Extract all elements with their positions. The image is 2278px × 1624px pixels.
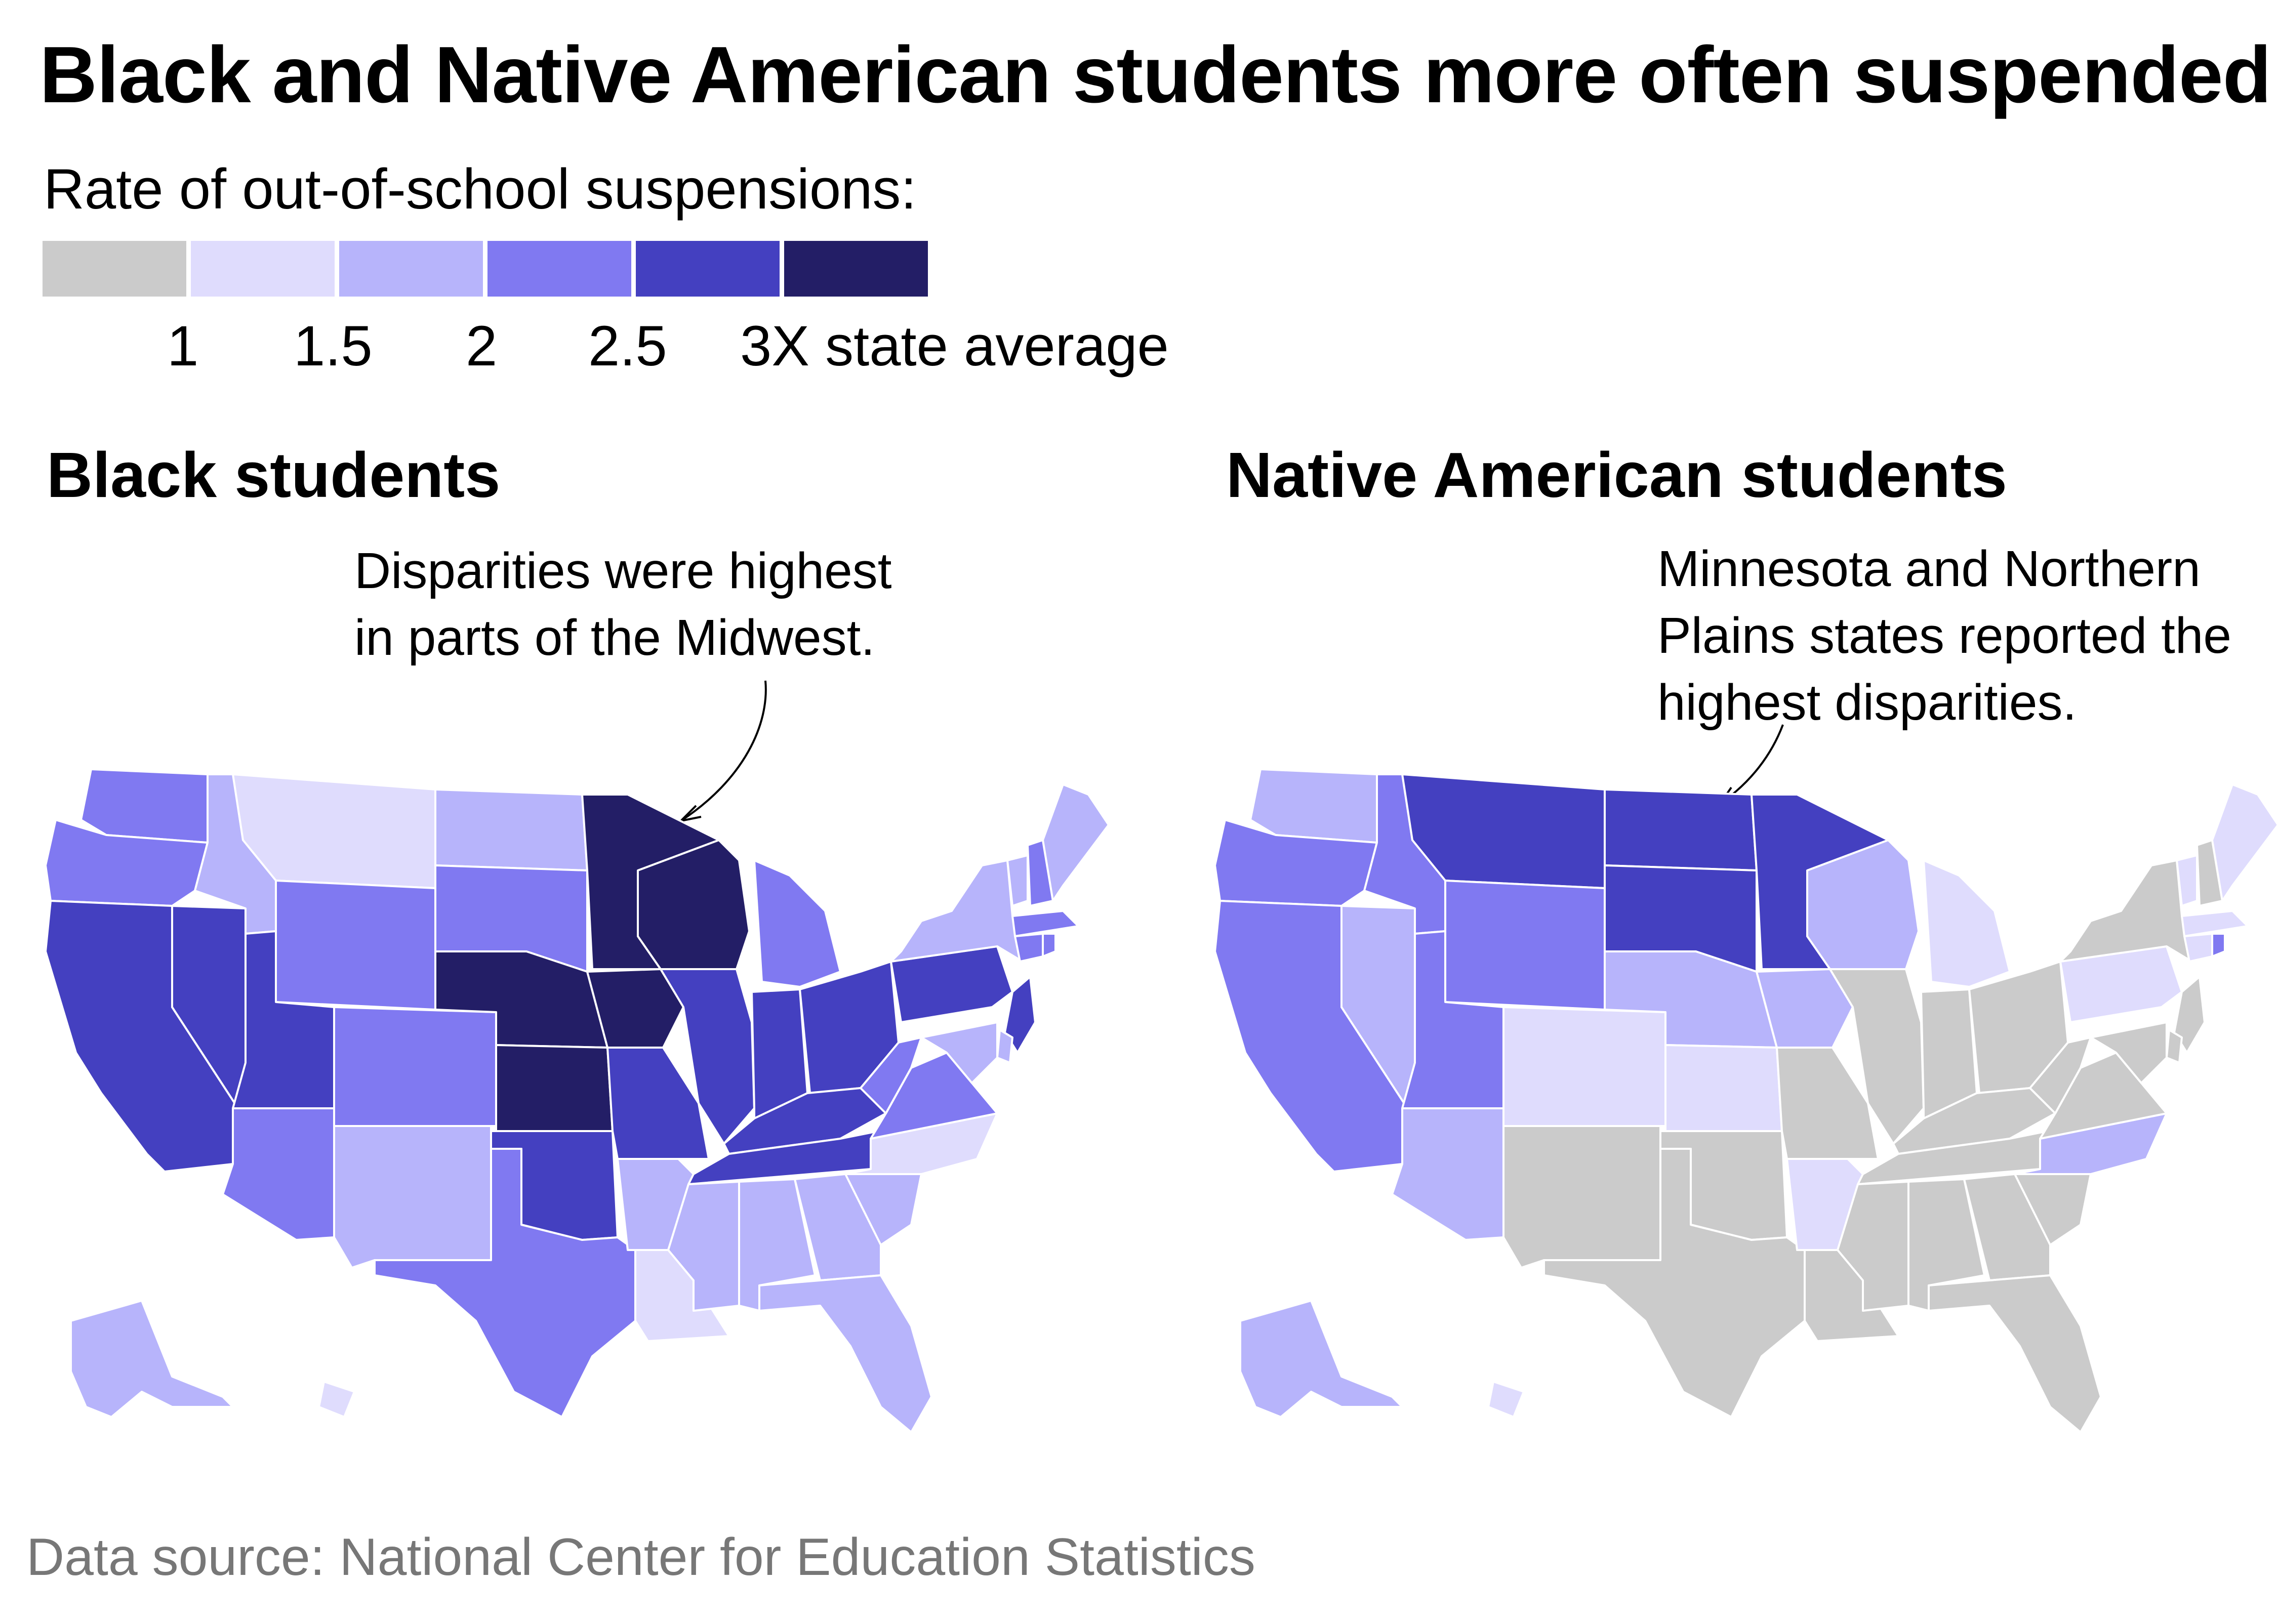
annotation-native-american-students: Minnesota and Northern Plains states rep… xyxy=(1657,540,2231,731)
state-wv xyxy=(2029,1036,2092,1114)
data-source-note: Data source: National Center for Educati… xyxy=(26,1528,1255,1587)
state-md xyxy=(920,1021,998,1084)
state-nj xyxy=(1004,976,1036,1054)
state-ri xyxy=(2211,933,2226,957)
state-il xyxy=(660,968,755,1145)
legend-swatch xyxy=(487,241,631,297)
state-ny xyxy=(2059,859,2193,963)
state-ks xyxy=(1664,1044,1783,1132)
state-co xyxy=(1502,1006,1666,1127)
legend-tick-label: 1.5 xyxy=(294,314,373,378)
state-hi xyxy=(318,1381,355,1418)
state-nd xyxy=(1604,788,1758,871)
legend-swatch xyxy=(784,241,928,297)
us-map-black-students xyxy=(45,768,1110,1433)
state-ia xyxy=(1756,968,1854,1049)
legend-tick-label: 3X state average xyxy=(740,314,1169,378)
state-vt xyxy=(2176,854,2198,907)
state-nm xyxy=(1502,1125,1661,1269)
state-mi xyxy=(753,859,841,988)
state-mo xyxy=(1776,1047,1879,1160)
state-il xyxy=(1829,968,1925,1145)
state-ri xyxy=(1042,933,1056,957)
state-ak xyxy=(1239,1300,1403,1418)
legend-title: Rate of out-of-school suspensions: xyxy=(44,157,917,221)
state-ak xyxy=(70,1300,234,1418)
state-tx xyxy=(374,1148,636,1418)
legend-tick-label: 1 xyxy=(167,314,199,378)
state-md xyxy=(2090,1021,2168,1084)
state-ma xyxy=(2181,910,2249,937)
state-wa xyxy=(1249,768,1378,844)
state-az xyxy=(1391,1107,1504,1241)
annotation-black-students: Disparities were highest in parts of the… xyxy=(354,543,892,666)
state-me xyxy=(2211,783,2278,902)
state-or xyxy=(45,819,209,907)
state-vt xyxy=(1006,854,1029,907)
color-legend xyxy=(43,241,928,297)
state-wv xyxy=(860,1036,922,1114)
state-nj xyxy=(2173,976,2206,1054)
state-or xyxy=(1214,819,1378,907)
legend-swatch xyxy=(191,241,335,297)
state-wy xyxy=(1444,880,1606,1011)
state-me xyxy=(1042,783,1110,902)
us-map-native-american-students xyxy=(1214,768,2278,1433)
legend-swatch xyxy=(43,241,186,297)
state-fl xyxy=(1928,1274,2102,1433)
state-ma xyxy=(1011,910,1079,937)
state-wi xyxy=(1806,839,1920,970)
state-mo xyxy=(606,1047,710,1160)
chart-title: Black and Native American students more … xyxy=(39,30,2271,119)
legend-swatch xyxy=(636,241,780,297)
legend-swatch xyxy=(339,241,483,297)
state-mi xyxy=(1923,859,2011,988)
state-tx xyxy=(1543,1148,1806,1418)
panel-title-black-students: Black students xyxy=(47,439,501,511)
state-ia xyxy=(586,968,684,1049)
state-hi xyxy=(1487,1381,1525,1418)
state-fl xyxy=(758,1274,932,1433)
legend-tick-label: 2 xyxy=(466,314,498,378)
state-ct xyxy=(2183,933,2213,963)
panel-title-native-american-students: Native American students xyxy=(1226,439,2007,511)
legend-tick-label: 2.5 xyxy=(588,314,667,378)
state-wi xyxy=(637,839,750,970)
